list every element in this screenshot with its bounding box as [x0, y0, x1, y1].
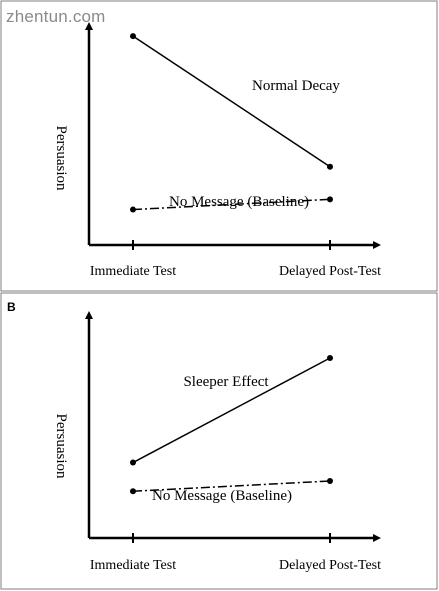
x-tick-label: Delayed Post-Test — [279, 558, 381, 573]
data-point — [130, 33, 136, 40]
series-label: No Message (Baseline) — [152, 488, 292, 504]
x-axis-arrowhead — [373, 241, 381, 249]
data-point — [130, 488, 136, 495]
y-axis-label: Persuasion — [53, 414, 69, 479]
x-tick-label: Immediate Test — [90, 264, 176, 279]
series-line-main — [132, 35, 331, 168]
chart-panel-a: Immediate Test Delayed Post-Test Persuasio… — [0, 0, 438, 292]
data-point — [327, 163, 333, 170]
y-axis-label: Persuasion — [53, 126, 69, 191]
x-axis-arrowhead — [373, 534, 381, 542]
series-label: No Message (Baseline) — [169, 194, 309, 210]
panel-border — [0, 0, 438, 292]
y-axis-arrowhead — [85, 311, 93, 319]
series-label: Normal Decay — [252, 78, 340, 94]
chart-panel-b: Immediate Test Delayed Post-Test Persuasio… — [0, 292, 438, 590]
data-point — [130, 459, 136, 466]
panel-b-letter: B — [7, 300, 16, 314]
panel-border — [0, 292, 438, 590]
x-tick-label: Immediate Test — [90, 558, 176, 573]
series-line-main — [132, 357, 331, 464]
data-point — [327, 478, 333, 484]
series-line-baseline — [132, 480, 331, 492]
x-tick-label: Delayed Post-Test — [279, 264, 381, 279]
series-label: Sleeper Effect — [183, 374, 269, 390]
data-point — [130, 206, 136, 213]
watermark: zhentun.com — [6, 7, 106, 26]
series-line-baseline — [132, 198, 331, 211]
data-point — [327, 196, 333, 203]
y-axis-arrowhead — [85, 22, 93, 30]
data-point — [327, 355, 333, 361]
